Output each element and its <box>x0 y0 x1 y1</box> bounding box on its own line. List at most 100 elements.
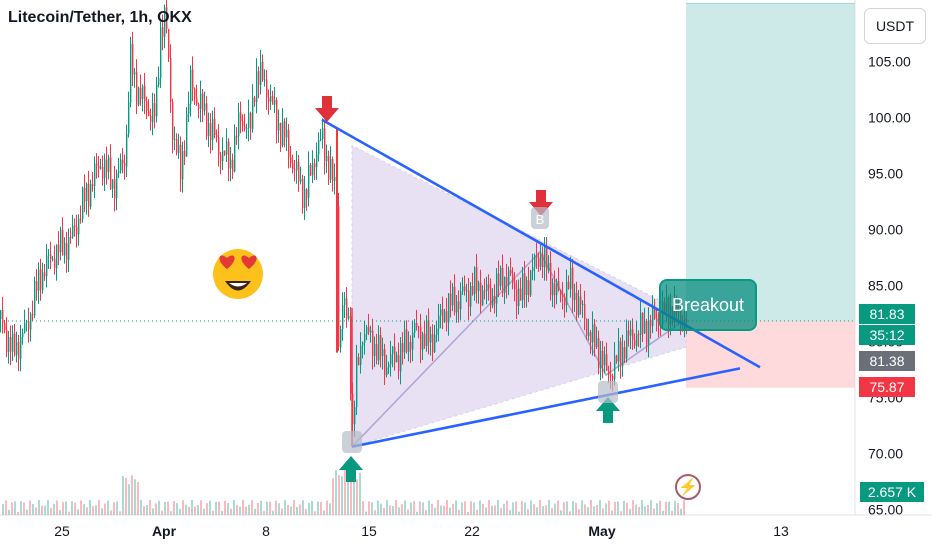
volume-bar <box>413 501 415 515</box>
candle <box>164 7 166 37</box>
candle <box>46 255 48 277</box>
candle <box>496 273 498 304</box>
candle <box>126 133 128 167</box>
candle <box>280 122 282 146</box>
candle <box>134 72 136 75</box>
candle <box>152 103 154 123</box>
candle <box>156 85 158 117</box>
volume-bar <box>635 504 637 515</box>
emoji-heart <box>241 255 257 269</box>
candle <box>60 229 62 253</box>
candle <box>288 130 290 158</box>
candle <box>88 183 90 207</box>
candle <box>214 118 216 136</box>
volume-bar <box>185 504 187 515</box>
volume-bar <box>671 510 673 515</box>
candle <box>212 118 214 140</box>
x-tick-label: May <box>588 523 615 539</box>
volume-bar <box>182 500 184 515</box>
candle <box>320 139 322 141</box>
volume-bar <box>290 506 292 515</box>
candle <box>24 322 26 333</box>
candle <box>284 121 286 138</box>
volume-bar <box>119 511 121 515</box>
candle <box>276 99 278 131</box>
volume-bar <box>5 500 7 515</box>
candle <box>148 111 150 116</box>
candle <box>236 135 238 137</box>
volume-bar <box>200 500 202 515</box>
candle <box>128 102 130 134</box>
y-tick-label: 105.00 <box>868 54 911 70</box>
candle <box>186 114 188 157</box>
countdown-badge: 35:12 <box>859 325 915 345</box>
candle <box>160 27 162 79</box>
volume-bar <box>26 509 28 515</box>
volume-bar <box>11 502 13 515</box>
candle <box>222 150 224 162</box>
mid-price-badge: 81.38 <box>859 351 915 371</box>
candle <box>124 162 126 167</box>
candle <box>512 273 514 284</box>
candle <box>538 257 540 267</box>
candle <box>506 277 508 286</box>
candle <box>358 357 360 365</box>
volume-bar <box>680 508 682 515</box>
candle <box>208 122 210 137</box>
candle <box>110 157 112 189</box>
volume-bar <box>140 500 142 515</box>
candle <box>610 374 612 376</box>
volume-bar <box>341 476 343 515</box>
candle <box>644 321 646 334</box>
candle <box>332 159 334 181</box>
candle <box>178 144 180 153</box>
x-tick-label: 25 <box>54 523 70 539</box>
candle <box>460 291 462 310</box>
volume-bar <box>503 503 505 515</box>
volume-bar <box>350 474 352 515</box>
candle <box>386 367 388 376</box>
candle <box>428 320 430 343</box>
volume-bar <box>371 502 373 515</box>
volume-bar <box>362 501 364 515</box>
candle <box>262 61 264 80</box>
candle <box>632 329 634 340</box>
volume-bar <box>659 500 661 515</box>
candle <box>566 281 568 305</box>
candle <box>136 72 138 105</box>
volume-bar <box>479 500 481 515</box>
candle <box>462 286 464 292</box>
volume-bar <box>113 502 115 515</box>
candle <box>20 337 22 359</box>
volume-bar <box>38 500 40 515</box>
candle <box>34 281 36 316</box>
candle <box>40 269 42 290</box>
candle <box>14 333 16 356</box>
candle <box>144 85 146 102</box>
volume-bar <box>248 504 250 515</box>
candle <box>414 323 416 333</box>
volume-bar <box>107 500 109 515</box>
volume-bar <box>518 511 520 515</box>
candle <box>418 326 420 328</box>
volume-bar <box>14 501 16 515</box>
candle <box>384 349 386 376</box>
volume-bar <box>356 479 358 515</box>
candle <box>448 293 450 323</box>
target-zone <box>686 3 855 321</box>
candle <box>380 335 382 357</box>
candle <box>254 97 256 102</box>
volume-bar <box>668 501 670 515</box>
breakout-label[interactable]: Breakout <box>659 279 757 331</box>
flash-icon[interactable]: ⚡ <box>675 474 701 500</box>
candle <box>330 159 332 180</box>
volume-bar <box>440 505 442 515</box>
candle <box>166 7 168 30</box>
volume-bar <box>512 502 514 515</box>
candle <box>154 103 156 117</box>
candle <box>306 189 308 198</box>
volume-bar <box>632 500 634 515</box>
currency-button[interactable]: USDT <box>864 8 926 44</box>
candle <box>6 329 8 352</box>
